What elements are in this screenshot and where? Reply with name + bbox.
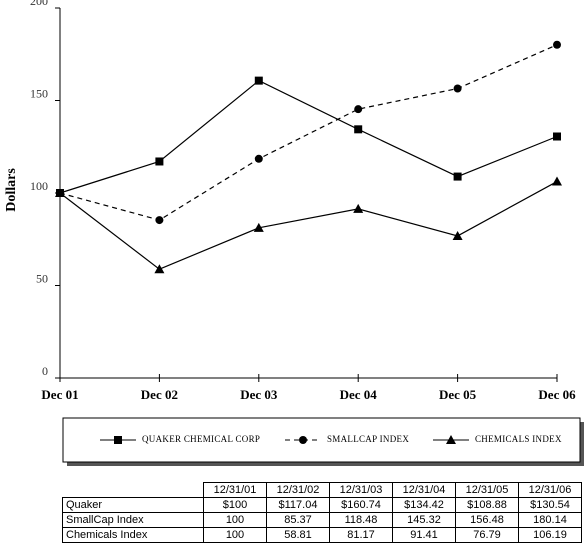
legend-marker (299, 436, 307, 444)
header-cell: 12/31/04 (392, 482, 456, 498)
table-cell: 106.19 (518, 527, 582, 543)
table-row: Chemicals Index 100 58.81 81.17 91.41 76.79 10… (62, 527, 582, 543)
legend-label: SMALLCAP INDEX (327, 434, 409, 444)
table-cell: Chemicals Index (62, 527, 204, 543)
y-tick-label: 0 (42, 364, 48, 378)
data-point (55, 188, 65, 197)
y-tick-label: 50 (36, 271, 48, 285)
y-tick-label: 200 (30, 0, 48, 8)
table-cell: 156.48 (455, 512, 519, 528)
data-point (254, 76, 263, 85)
series-line (59, 44, 558, 221)
legend-marker (446, 435, 456, 444)
data-point (155, 157, 164, 166)
chart: Dollars 0 50 100 150 200 Dec 01 Dec 02 Dec 03 De… (4, 0, 584, 466)
y-axis-label: Dollars (4, 168, 19, 212)
data-point (154, 264, 165, 274)
data-point (155, 216, 164, 225)
legend (62, 417, 581, 463)
table-cell: $100 (203, 497, 267, 513)
table-cell: 100 (203, 527, 267, 543)
table-cell: $117.04 (266, 497, 330, 513)
header-cell: 12/31/03 (329, 482, 393, 498)
data-point (354, 125, 363, 134)
data-point (553, 40, 561, 49)
header-cell: 12/31/05 (455, 482, 519, 498)
y-tick-label: 150 (30, 86, 48, 100)
data-table: 12/31/01 12/31/02 12/31/03 12/31/04 12/31/05… (62, 482, 582, 543)
x-tick-label: Dec 04 (340, 387, 378, 402)
data-point (453, 172, 462, 181)
data-point (253, 222, 264, 232)
table-cell: $130.54 (518, 497, 582, 513)
data-point (453, 84, 462, 93)
table-cell: $160.74 (329, 497, 393, 513)
data-point (452, 230, 463, 240)
data-point (254, 154, 263, 163)
x-tick-label: Dec 03 (240, 387, 278, 402)
table-cell: 85.37 (266, 512, 330, 528)
legend-label: CHEMICALS INDEX (475, 434, 562, 444)
table-cell: SmallCap Index (62, 512, 204, 528)
x-tick-label: Dec 01 (41, 387, 78, 402)
series-line (59, 79, 558, 194)
table-cell: 58.81 (266, 527, 330, 543)
x-tick-label: Dec 05 (439, 387, 477, 402)
blank-cell (62, 482, 204, 498)
table-row: Quaker $100 $117.04 $160.74 $134.42 $108.88 $1… (62, 497, 582, 513)
header-cell: 12/31/06 (518, 482, 582, 498)
header-cell: 12/31/01 (203, 482, 267, 498)
table-cell: $134.42 (392, 497, 456, 513)
series-line (59, 181, 558, 270)
table-cell: 118.48 (329, 512, 393, 528)
table-row: SmallCap Index 100 85.37 118.48 145.32 156.48… (62, 512, 582, 528)
table-cell: 100 (203, 512, 267, 528)
data-point (353, 203, 364, 213)
data-point (552, 176, 562, 186)
table-cell: 145.32 (392, 512, 456, 528)
data-point (354, 105, 363, 114)
table-cell: 81.17 (329, 527, 393, 543)
x-tick-label: Dec 06 (538, 387, 576, 402)
table-header: 12/31/01 12/31/02 12/31/03 12/31/04 12/31/05… (62, 482, 582, 498)
table-cell: 91.41 (392, 527, 456, 543)
table-cell: $108.88 (455, 497, 519, 513)
header-cell: 12/31/02 (266, 482, 330, 498)
data-point (553, 132, 561, 141)
legend-label: QUAKER CHEMICAL CORP (142, 434, 260, 444)
y-tick-label: 100 (30, 179, 48, 193)
table-cell: 76.79 (455, 527, 519, 543)
x-tick-label: Dec 02 (141, 387, 178, 402)
table-cell: Quaker (62, 497, 204, 513)
legend-marker (114, 436, 122, 444)
table-cell: 180.14 (518, 512, 582, 528)
